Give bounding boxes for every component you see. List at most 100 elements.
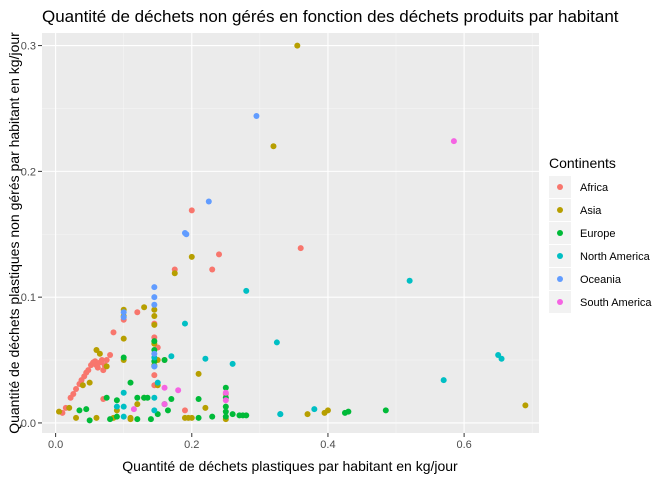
point-asia [96,350,103,357]
legend-label-oceania: Oceania [580,274,622,286]
point-asia [185,414,192,421]
point-asia [304,411,311,418]
legend-swatch-europe [557,230,563,236]
point-oceania [120,309,127,316]
point-north-america [440,377,447,384]
point-asia [522,402,529,409]
point-africa [98,357,105,364]
point-north-america [168,353,175,360]
legend-swatch-africa [557,184,563,190]
legend: Continents Africa Asia Europe North America… [549,155,652,313]
point-africa [70,391,77,398]
point-oceania [205,198,212,205]
point-asia [120,335,127,342]
point-africa [94,364,101,371]
point-oceania [151,301,158,308]
legend-swatch-south-america [557,299,563,305]
point-asia [188,253,195,260]
x-tick-label: 0.4 [320,439,335,451]
point-africa [297,245,304,252]
point-south-america [130,406,137,413]
point-europe [83,406,90,413]
legend-swatch-asia [557,207,563,213]
legend-label-asia: Asia [580,205,602,217]
point-europe [345,408,352,415]
point-europe [229,411,236,418]
point-europe [161,357,168,364]
x-tick-label: 0.2 [184,439,199,451]
point-asia [324,407,331,414]
point-africa [134,309,141,316]
point-europe [222,384,229,391]
point-europe [107,416,114,423]
minor-gridlines [42,33,539,433]
point-asia [127,414,134,421]
point-europe [151,338,158,345]
chart-title: Quantité de déchets non gérés en fonctio… [42,7,619,26]
point-north-america [120,403,127,410]
point-north-america [151,407,158,414]
point-oceania [253,113,260,120]
y-tick-label: 0.3 [21,41,36,53]
legend-label-south-america: South America [580,297,652,309]
point-africa [103,357,110,364]
point-asia [134,401,141,408]
legend-swatch-oceania [557,276,563,282]
point-africa [151,372,158,379]
x-tick-label: 0.6 [456,439,471,451]
point-europe [243,412,250,419]
y-tick-label: 0.1 [21,292,36,304]
data-points [56,42,529,424]
point-europe [168,396,175,403]
point-africa [110,329,117,336]
point-oceania [151,363,158,370]
point-north-america [151,394,158,401]
x-axis-title: Quantité de déchets plastiques par habit… [122,458,458,474]
point-asia [103,363,110,370]
point-south-america [175,387,182,394]
point-europe [127,379,134,386]
point-south-america [161,384,168,391]
point-asia [270,143,277,150]
plot-panel [42,33,539,433]
y-axis-title: Quantité de déchets plastiques non gérés… [6,32,22,434]
legend-swatch-north-america [557,253,563,259]
point-europe [120,354,127,361]
point-africa [73,385,80,392]
point-north-america [120,389,127,396]
point-europe [147,416,154,423]
point-africa [85,367,92,374]
point-asia [141,304,148,311]
point-africa [181,407,188,414]
point-europe [164,407,171,414]
point-north-america [243,287,250,294]
point-north-america [273,339,280,346]
point-europe [134,416,141,423]
point-europe [144,394,151,401]
point-asia [195,370,202,377]
point-europe [113,397,120,404]
point-north-america [229,360,236,367]
point-europe [209,413,216,420]
point-africa [216,251,223,258]
point-north-america [154,379,161,386]
point-europe [382,407,389,414]
point-asia [202,404,209,411]
legend-label-africa: Africa [580,182,609,194]
point-asia [93,414,100,421]
point-asia [66,404,73,411]
point-oceania [151,284,158,291]
point-oceania [151,294,158,301]
point-europe [76,407,83,414]
x-axis-ticks: 0.0 0.2 0.4 0.6 [48,433,472,451]
point-north-america [311,406,318,413]
point-asia [151,306,158,313]
point-oceania [151,350,158,357]
point-asia [56,408,63,415]
point-south-america [450,138,457,145]
point-europe [222,413,229,420]
major-gridlines [42,33,539,433]
point-south-america [222,389,229,396]
point-europe [195,414,202,421]
point-oceania [120,314,127,321]
